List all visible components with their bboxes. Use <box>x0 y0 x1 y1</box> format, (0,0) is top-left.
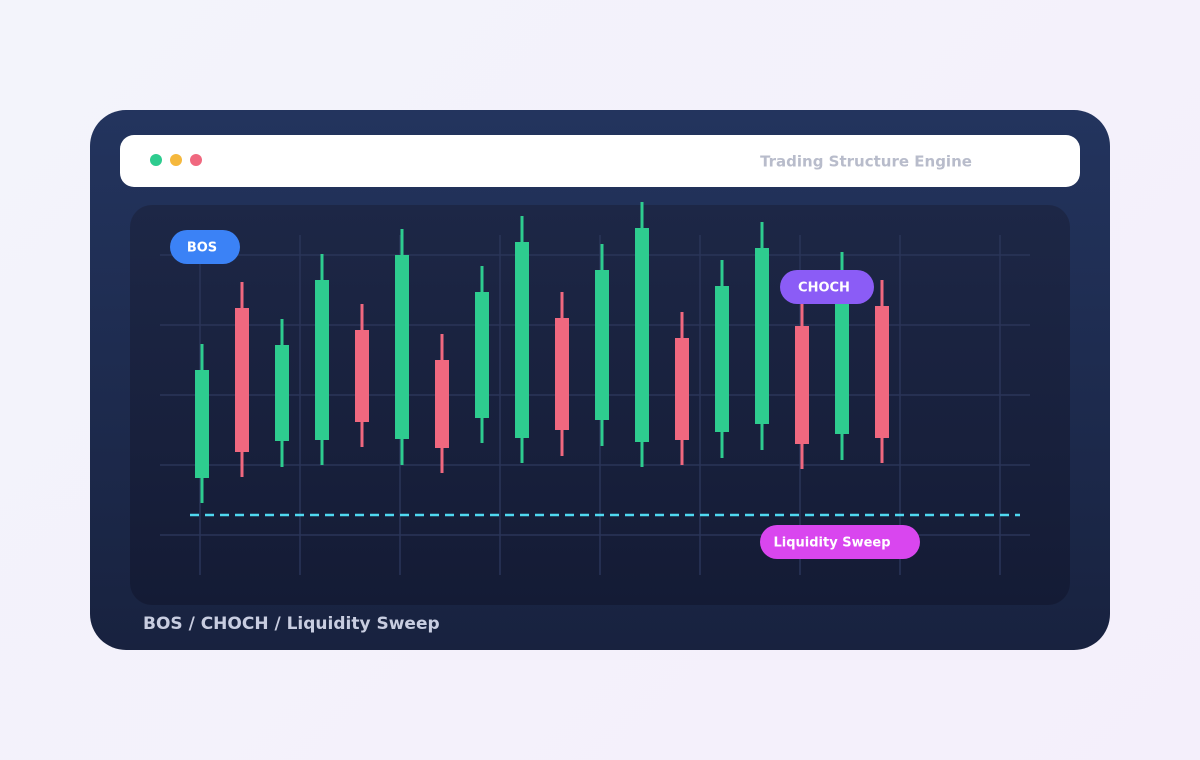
candle-body <box>595 270 609 420</box>
candle-body <box>195 370 209 478</box>
choch-pill <box>780 270 874 304</box>
candle-body <box>675 338 689 440</box>
candle-body <box>515 242 529 438</box>
window-title: Trading Structure Engine <box>760 153 972 171</box>
candle-body <box>395 255 409 439</box>
dot <box>190 154 202 166</box>
title-bar <box>120 135 1080 187</box>
choch-label: CHOCH <box>798 281 850 296</box>
candle-body <box>555 318 569 430</box>
candle-body <box>315 280 329 440</box>
candle-body <box>795 326 809 444</box>
candle-body <box>235 308 249 452</box>
candle-body <box>835 278 849 434</box>
sweep-pill <box>760 525 920 559</box>
candle-body <box>275 345 289 441</box>
dot <box>170 154 182 166</box>
bos-pill <box>170 230 240 264</box>
footer-caption: BOS / CHOCH / Liquidity Sweep <box>143 614 440 634</box>
candle-body <box>355 330 369 422</box>
overlay: BOS CHOCH Liquidity Sweep <box>170 230 920 559</box>
bos-label: BOS <box>187 241 217 256</box>
candle-body <box>435 360 449 448</box>
candle-body <box>635 228 649 442</box>
candles <box>190 202 1020 517</box>
candle-body <box>715 286 729 432</box>
candle-body <box>755 248 769 424</box>
candle-body <box>875 306 889 438</box>
sweep-label: Liquidity Sweep <box>773 536 890 551</box>
dot <box>150 154 162 166</box>
candle-body <box>475 292 489 418</box>
